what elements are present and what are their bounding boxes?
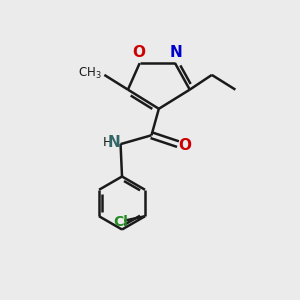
Text: CH$_3$: CH$_3$ bbox=[78, 66, 102, 81]
Text: Cl: Cl bbox=[113, 215, 128, 229]
Text: O: O bbox=[133, 45, 146, 60]
Text: O: O bbox=[178, 138, 191, 153]
Text: N: N bbox=[107, 135, 120, 150]
Text: H: H bbox=[102, 136, 112, 149]
Text: N: N bbox=[169, 45, 182, 60]
